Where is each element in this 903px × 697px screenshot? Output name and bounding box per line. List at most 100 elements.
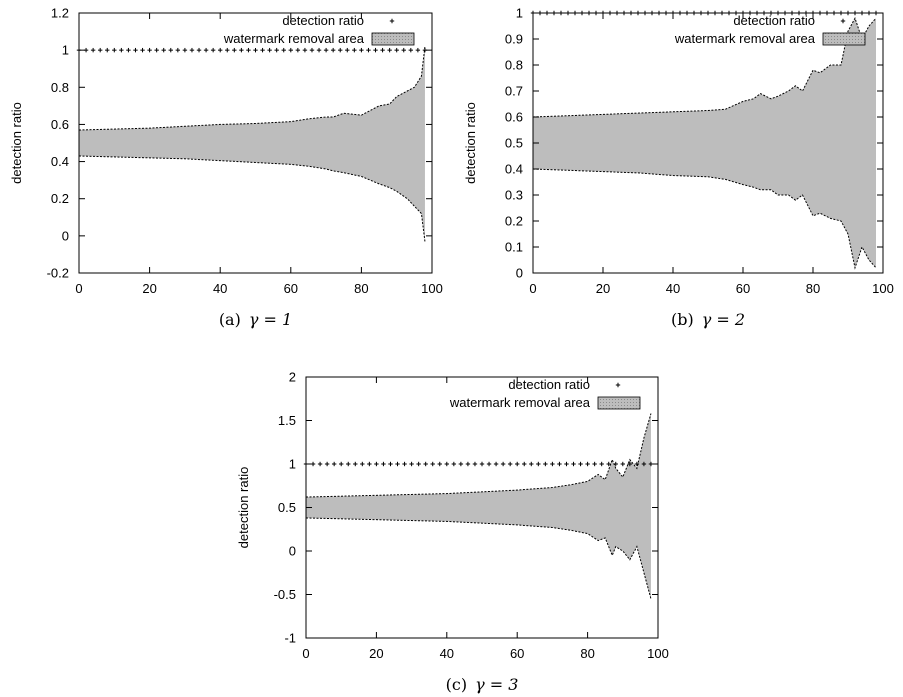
- detection-ratio-point: [451, 461, 457, 467]
- detection-ratio-point: [189, 47, 195, 53]
- detection-ratio-point: [274, 47, 279, 53]
- detection-ratio-point: [133, 47, 138, 53]
- detection-ratio-point: [415, 47, 421, 53]
- y-tick-label: 1: [62, 43, 69, 58]
- plot-frame: [78, 12, 433, 274]
- detection-ratio-point: [515, 461, 520, 467]
- y-tick-label: 0.2: [51, 191, 69, 206]
- removal-area-layer: [532, 16, 877, 270]
- chart-panel-b: 0 0.1 0.2 0.3 0.4 0.5 0.6 0.7 0.8 0.9 1 0 20 40 60 80 1…: [463, 6, 894, 330]
- x-tick-label: 20: [369, 646, 383, 661]
- x-tick-label: 40: [440, 646, 454, 661]
- detection-ratio-point: [627, 461, 633, 467]
- removal-area: [306, 413, 651, 599]
- legend-marker-point: [389, 18, 395, 24]
- detection-ratio-point: [395, 461, 400, 467]
- legend-marker-point: [840, 18, 846, 24]
- removal-area-upper-edge: [532, 16, 877, 118]
- detection-ratio-point: [225, 47, 230, 53]
- detection-ratio-point: [210, 47, 216, 53]
- detection-ratio-point: [374, 461, 379, 467]
- detection-ratio-point: [599, 461, 604, 467]
- detection-ratio-point: [380, 47, 385, 53]
- removal-area-layer: [305, 413, 652, 599]
- x-tick-label: 80: [806, 281, 820, 296]
- caption: (a) γ = 1: [219, 310, 292, 329]
- y-tick-label: 1.5: [278, 413, 296, 428]
- x-tick-label: 60: [736, 281, 750, 296]
- y-tick-label: 0: [516, 266, 523, 281]
- detection-ratio-point: [246, 47, 251, 53]
- detection-ratio-point: [486, 461, 492, 467]
- y-tick-label: 1: [516, 6, 523, 21]
- caption-gamma: γ = 2: [702, 310, 745, 329]
- detection-ratio-point: [324, 461, 330, 467]
- legend-marker-detection-ratio: [615, 382, 621, 388]
- removal-area-upper-edge: [78, 46, 426, 131]
- legend-label-detection-ratio: detection ratio: [508, 377, 590, 392]
- detection-ratio-point: [394, 47, 399, 53]
- detection-ratio-point: [536, 461, 541, 467]
- detection-ratio-point: [316, 47, 322, 53]
- x-tick-label: 80: [354, 281, 368, 296]
- y-tick-label: 0.7: [505, 84, 523, 99]
- detection-ratio-point: [550, 461, 555, 467]
- removal-area: [79, 46, 425, 242]
- detection-ratio-point: [479, 461, 485, 467]
- removal-area-layer: [78, 46, 426, 242]
- detection-ratio-point: [359, 47, 364, 53]
- detection-ratio-point: [592, 461, 597, 467]
- detection-ratio-point: [606, 461, 611, 467]
- detection-ratio-point: [203, 47, 209, 53]
- x-tick-label: 80: [580, 646, 594, 661]
- legend-label-detection-ratio: detection ratio: [733, 13, 815, 28]
- x-axis: 0 20 40 60 80 100: [529, 13, 894, 296]
- detection-ratio-point: [416, 461, 421, 467]
- detection-ratio-point: [507, 461, 513, 467]
- detection-ratio-point: [401, 47, 406, 53]
- detection-ratio-point: [353, 461, 358, 467]
- x-tick-label: 100: [647, 646, 669, 661]
- detection-ratio-series: [303, 461, 654, 467]
- y-tick-label: 0.1: [505, 240, 523, 255]
- detection-ratio-point: [119, 47, 124, 53]
- detection-ratio-point: [182, 47, 188, 53]
- y-tick-label: 0.4: [51, 154, 69, 169]
- detection-ratio-point: [339, 461, 344, 467]
- detection-ratio-point: [493, 461, 499, 467]
- legend: detection ratio watermark removal area: [223, 13, 415, 46]
- caption-label: (c): [446, 675, 467, 694]
- detection-ratio-point: [309, 47, 315, 53]
- detection-ratio-point: [352, 47, 357, 53]
- detection-ratio-point: [112, 47, 117, 53]
- y-axis-label: detection ratio: [463, 102, 478, 184]
- detection-ratio-point: [330, 47, 336, 53]
- detection-ratio-point: [253, 47, 258, 53]
- removal-area-lower-edge: [532, 168, 877, 270]
- y-axis-label: detection ratio: [9, 102, 24, 184]
- x-tick-label: 20: [142, 281, 156, 296]
- y-tick-label: 0.2: [505, 214, 523, 229]
- legend-marker-detection-ratio: [840, 18, 846, 24]
- detection-ratio-point: [585, 461, 590, 467]
- y-tick-label: 0: [62, 228, 69, 243]
- x-tick-label: 0: [75, 281, 82, 296]
- detection-ratio-point: [529, 461, 534, 467]
- caption-gamma: γ = 1: [249, 310, 292, 329]
- detection-ratio-point: [346, 461, 351, 467]
- detection-ratio-point: [366, 47, 371, 53]
- y-tick-label: -0.2: [47, 266, 69, 281]
- y-tick-label: 1: [289, 457, 296, 472]
- detection-ratio-point: [472, 461, 478, 467]
- caption-gamma: γ = 3: [475, 675, 518, 694]
- legend-swatch-removal-area: [822, 32, 866, 46]
- detection-ratio-point: [408, 47, 414, 53]
- detection-ratio-point: [402, 461, 407, 467]
- detection-ratio-point: [430, 461, 435, 467]
- y-axis: -1 -0.5 0 0.5 1 1.5 2: [274, 370, 658, 646]
- detection-ratio-point: [634, 461, 640, 467]
- y-tick-label: 0: [289, 544, 296, 559]
- y-tick-label: 0.6: [505, 110, 523, 125]
- y-tick-label: 0.5: [278, 500, 296, 515]
